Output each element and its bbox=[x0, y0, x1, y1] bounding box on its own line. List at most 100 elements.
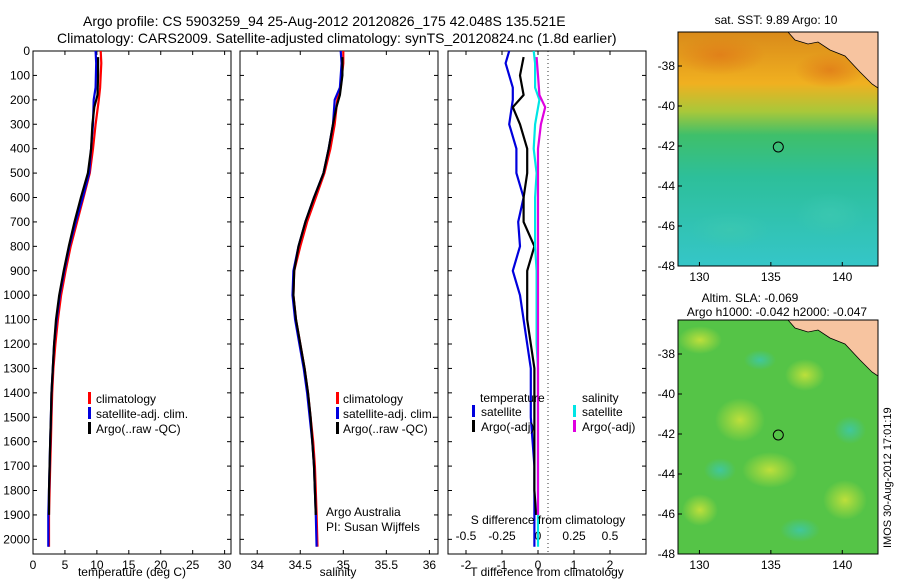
series-line-argo-raw-qc bbox=[47, 57, 100, 515]
x-tick-label: 35 bbox=[337, 558, 351, 572]
land-mass bbox=[787, 32, 878, 89]
sla-high-patch bbox=[715, 398, 765, 442]
plot-frame bbox=[447, 50, 647, 555]
x-tick-label: 10 bbox=[90, 558, 104, 572]
sla-high-patch bbox=[682, 494, 718, 526]
lat-tick-label: -40 bbox=[658, 387, 676, 401]
legend: climatology satellite-adj. clim. Argo(..… bbox=[336, 392, 435, 436]
depth-tick-label: 0 bbox=[23, 44, 30, 58]
depth-tick-label: 300 bbox=[10, 117, 30, 131]
lon-tick-label: 135 bbox=[761, 558, 781, 572]
sla-high-patch bbox=[785, 359, 825, 391]
legend-title: temperature bbox=[480, 391, 545, 405]
sla-low-patch bbox=[704, 458, 736, 482]
legend-temperature: temperature satellite Argo(-adj) bbox=[472, 391, 545, 434]
legend-label: Argo(-adj) bbox=[481, 420, 534, 434]
x-tick-label: 25 bbox=[186, 558, 200, 572]
depth-tick-label: 1200 bbox=[3, 337, 30, 351]
legend-label: Argo(-adj) bbox=[582, 420, 635, 434]
legend-swatch-satellite bbox=[336, 407, 339, 419]
lat-tick-label: -48 bbox=[658, 259, 676, 273]
salinity-lines bbox=[291, 50, 345, 547]
legend-label: satellite bbox=[582, 405, 623, 419]
sla-map-panel: Altim. SLA: -0.069 Argo h1000: -0.042 h2… bbox=[658, 291, 879, 572]
top-x-tick-label: 0.5 bbox=[602, 529, 619, 543]
legend-swatch-satellite bbox=[472, 405, 475, 417]
lat-tick-label: -42 bbox=[658, 427, 676, 441]
pi-note: PI: Susan Wijffels bbox=[326, 520, 420, 534]
depth-tick-label: 100 bbox=[10, 68, 30, 82]
x-tick-label: -1 bbox=[497, 558, 508, 572]
x-tick-label: 5 bbox=[62, 558, 69, 572]
warm-patch bbox=[678, 35, 765, 75]
legend-swatch-argo bbox=[573, 420, 576, 432]
x-tick-label: 20 bbox=[154, 558, 168, 572]
legend-label: satellite-adj. clim. bbox=[96, 407, 188, 421]
temperature-profile-panel: 0100200300400500600700800900100011001200… bbox=[3, 44, 231, 579]
map-axes: 130 135 140 -38 -40 -42 -44 -46 -48 bbox=[658, 347, 853, 572]
sla-high-patch bbox=[678, 326, 722, 354]
sla-high-patch bbox=[823, 480, 867, 520]
figure-title-line1: Argo profile: CS 5903259_94 25-Aug-2012 … bbox=[83, 13, 566, 29]
difference-lines bbox=[504, 50, 547, 547]
x-tick-label: 34 bbox=[251, 558, 265, 572]
x-tick-label: 35.5 bbox=[375, 558, 399, 572]
temperature-axis: 0 5 10 15 20 25 30 bbox=[30, 51, 232, 572]
imos-timestamp: IMOS 30-Aug-2012 17:01:19 bbox=[882, 407, 894, 548]
depth-tick-label: 1500 bbox=[3, 410, 30, 424]
legend-swatch-argo bbox=[88, 422, 91, 434]
s-difference-axis: -0.5 -0.25 0 0.25 0.5 bbox=[456, 529, 619, 543]
legend: climatology satellite-adj. clim. Argo(..… bbox=[88, 392, 188, 436]
difference-profile-panel: -2 -1 0 1 2 -0.5 -0.25 0 0.25 0.5 T difference f… bbox=[447, 50, 647, 579]
depth-tick-label: 600 bbox=[10, 191, 30, 205]
x-tick-label: 0 bbox=[30, 558, 37, 572]
depth-tick-label: 1700 bbox=[3, 459, 30, 473]
temperature-lines bbox=[47, 50, 103, 547]
x-tick-label: 2 bbox=[607, 558, 614, 572]
x-tick-label: -2 bbox=[461, 558, 472, 572]
depth-tick-label: 2000 bbox=[3, 532, 30, 546]
legend-salinity: salinity satellite Argo(-adj) bbox=[573, 391, 635, 434]
map-title: sat. SST: 9.89 Argo: 10 bbox=[715, 13, 838, 27]
lat-tick-label: -46 bbox=[658, 219, 676, 233]
x-tick-label: 1 bbox=[571, 558, 578, 572]
sla-low-patch bbox=[780, 518, 820, 542]
depth-tick-label: 200 bbox=[10, 93, 30, 107]
depth-tick-label: 1300 bbox=[3, 361, 30, 375]
legend-label: climatology bbox=[343, 392, 403, 406]
series-line-salinity-argo-adj bbox=[535, 57, 547, 515]
depth-axis: 0 100 200 300 400 500 600 700 800 900 1000 1100 1200… bbox=[3, 44, 231, 546]
lon-tick-label: 130 bbox=[689, 270, 709, 284]
depth-tick-label: 400 bbox=[10, 142, 30, 156]
sst-map-panel: sat. SST: 9.89 Argo: 10 130 135 140 -38 -40 -… bbox=[658, 13, 879, 284]
lon-tick-label: 135 bbox=[761, 270, 781, 284]
map-axes: 130 135 140 -38 -40 -42 -44 -46 -48 bbox=[658, 59, 853, 284]
cool-patch bbox=[690, 212, 770, 248]
argo-position-marker bbox=[772, 141, 784, 153]
x-tick-label: 15 bbox=[122, 558, 136, 572]
legend-swatch-satellite bbox=[88, 407, 91, 419]
x-tick-label: 34.5 bbox=[289, 558, 313, 572]
x-axis-label: T difference from climatology bbox=[470, 565, 624, 579]
lon-tick-label: 130 bbox=[689, 558, 709, 572]
argo-position-marker bbox=[772, 429, 784, 441]
depth-tick-label: 1900 bbox=[3, 508, 30, 522]
depth-tick-label: 1100 bbox=[4, 313, 30, 327]
legend-swatch-climatology bbox=[336, 392, 339, 404]
cool-patch bbox=[795, 193, 865, 237]
t-difference-axis: -2 -1 0 1 2 bbox=[461, 51, 614, 572]
depth-tick-label: 1000 bbox=[3, 288, 30, 302]
legend-label: Argo(..raw -QC) bbox=[96, 422, 181, 436]
map-frame bbox=[677, 319, 879, 555]
x-tick-label: 0 bbox=[535, 558, 542, 572]
depth-ticks bbox=[448, 50, 646, 540]
legend-label: climatology bbox=[96, 392, 156, 406]
land-mass bbox=[787, 320, 878, 377]
series-line-argo-raw-qc bbox=[292, 57, 344, 515]
depth-ticks bbox=[240, 50, 438, 540]
legend-label: satellite-adj. clim. bbox=[343, 407, 435, 421]
map-title: Altim. SLA: -0.069 bbox=[702, 291, 799, 305]
depth-tick-label: 1800 bbox=[3, 484, 30, 498]
sla-low-patch bbox=[744, 350, 776, 370]
